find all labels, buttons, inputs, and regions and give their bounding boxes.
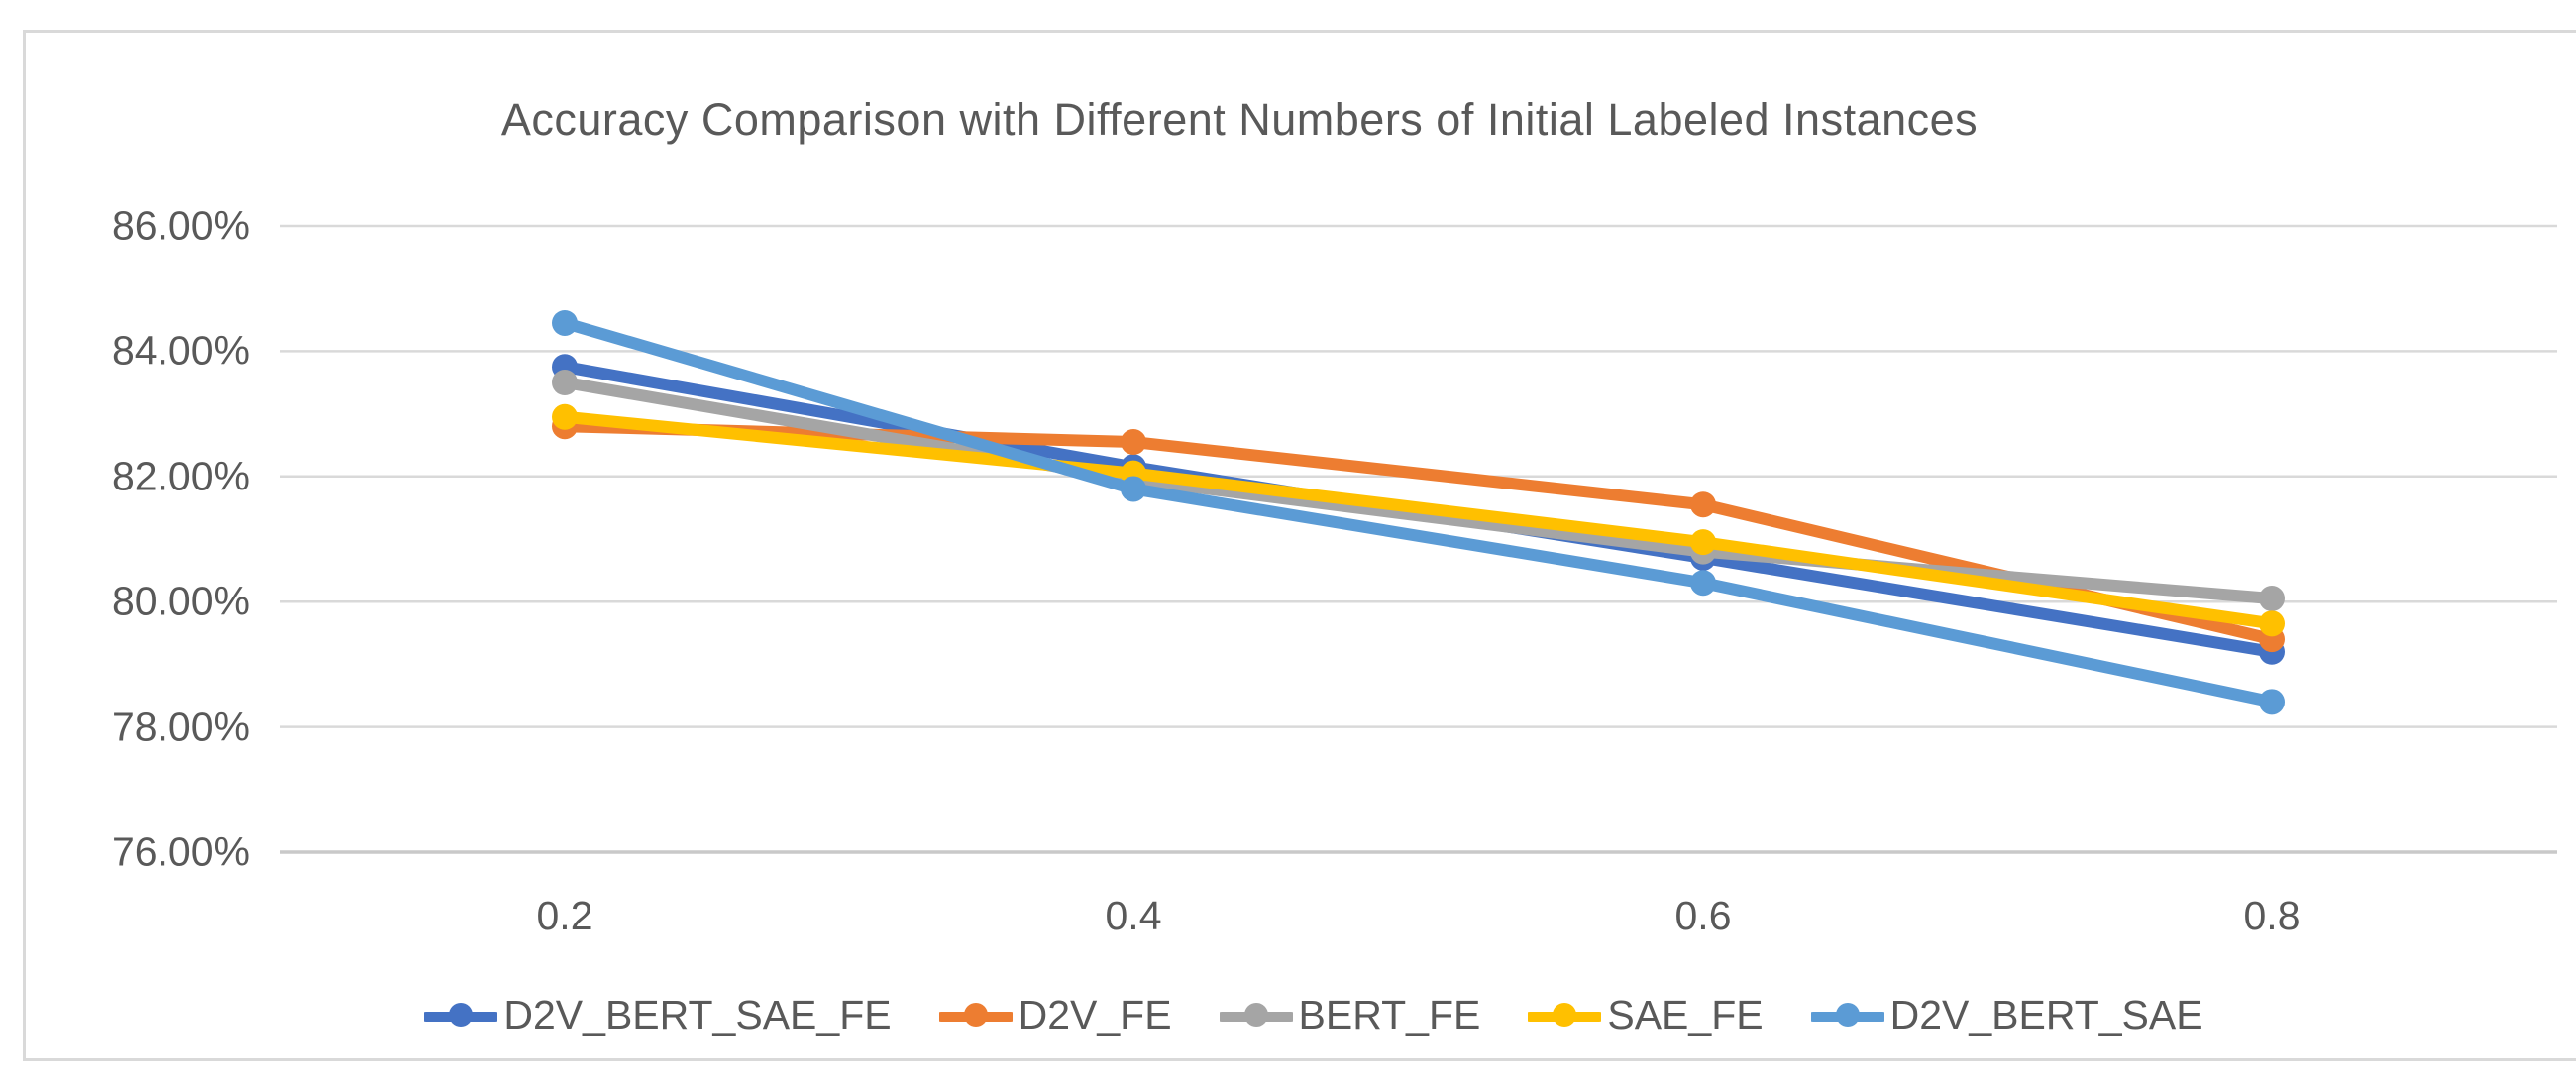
data-point-BERT_FE-0.2 — [552, 370, 578, 395]
y-tick-label: 86.00% — [111, 202, 250, 249]
x-tick-label: 0.6 — [1674, 893, 1732, 938]
chart-card: Accuracy Comparison with Different Numbe… — [23, 30, 2576, 1061]
series-line-D2V_BERT_SAE — [559, 316, 2278, 708]
legend-label: D2V_BERT_SAE — [1889, 992, 2203, 1037]
legend-label: D2V_FE — [1018, 992, 1172, 1037]
legend-item-BERT_FE: BERT_FE — [1219, 992, 1481, 1038]
data-point-D2V_BERT_SAE-0.8 — [2259, 689, 2285, 715]
legend-marker-icon — [1810, 1002, 1884, 1027]
y-tick-label: 76.00% — [111, 828, 250, 875]
data-point-SAE_FE-0.2 — [552, 403, 578, 430]
legend-label: BERT_FE — [1298, 992, 1481, 1037]
legend-marker-icon — [938, 1002, 1013, 1027]
data-point-D2V_BERT_SAE-0.6 — [1690, 570, 1716, 597]
legend-item-SAE_FE: SAE_FE — [1528, 992, 1764, 1038]
data-point-D2V_FE-0.4 — [1121, 429, 1146, 456]
chart-legend: D2V_BERT_SAE_FE D2V_FE BERT_FE SAE_FE D2V_BE… — [26, 992, 2576, 1038]
line-chart-plot — [280, 224, 2557, 854]
x-tick-label: 0.8 — [2243, 893, 2301, 938]
data-point-D2V_FE-0.6 — [1690, 491, 1716, 518]
legend-item-D2V_BERT_SAE_FE: D2V_BERT_SAE_FE — [424, 992, 892, 1038]
x-tick-label: 0.2 — [536, 893, 593, 938]
chart-title: Accuracy Comparison with Different Numbe… — [500, 94, 1979, 145]
legend-label: D2V_BERT_SAE_FE — [503, 992, 892, 1037]
data-point-BERT_FE-0.8 — [2259, 586, 2285, 612]
y-tick-label: 84.00% — [111, 327, 250, 374]
x-tick-label: 0.4 — [1105, 893, 1162, 938]
legend-item-D2V_FE: D2V_FE — [938, 992, 1172, 1038]
legend-marker-icon — [1528, 1002, 1602, 1027]
series-line-BERT_FE — [559, 377, 2278, 605]
legend-marker-icon — [1219, 1002, 1293, 1027]
series-line-SAE_FE — [559, 410, 2278, 630]
data-point-D2V_BERT_SAE-0.4 — [1121, 476, 1146, 502]
y-tick-label: 82.00% — [111, 453, 250, 499]
legend-item-D2V_BERT_SAE: D2V_BERT_SAE — [1810, 992, 2203, 1038]
data-point-SAE_FE-0.6 — [1690, 529, 1716, 556]
data-point-SAE_FE-0.8 — [2259, 610, 2285, 637]
y-tick-label: 80.00% — [111, 578, 250, 624]
legend-marker-icon — [424, 1002, 498, 1027]
data-point-D2V_BERT_SAE-0.2 — [552, 309, 578, 336]
y-tick-label: 78.00% — [111, 704, 250, 750]
legend-label: SAE_FE — [1607, 992, 1764, 1037]
